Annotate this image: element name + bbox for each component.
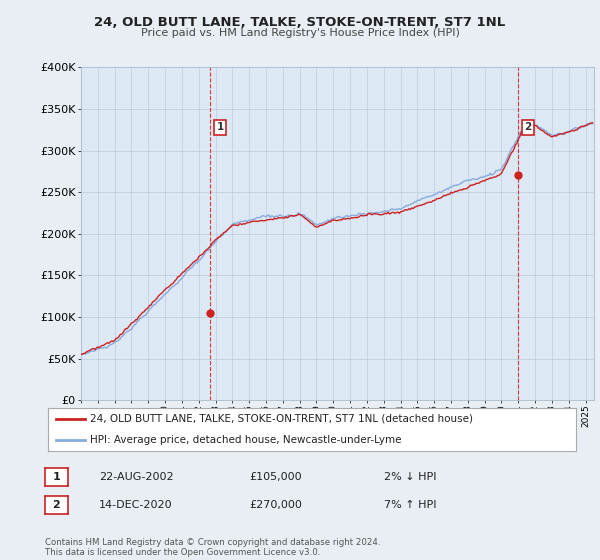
Text: 2: 2 xyxy=(524,122,532,132)
Text: 24, OLD BUTT LANE, TALKE, STOKE-ON-TRENT, ST7 1NL: 24, OLD BUTT LANE, TALKE, STOKE-ON-TRENT… xyxy=(94,16,506,29)
Text: 1: 1 xyxy=(217,122,224,132)
Text: £105,000: £105,000 xyxy=(249,472,302,482)
Text: 1: 1 xyxy=(53,472,60,482)
Text: 14-DEC-2020: 14-DEC-2020 xyxy=(99,500,173,510)
Text: 2: 2 xyxy=(53,500,60,510)
Text: £270,000: £270,000 xyxy=(249,500,302,510)
Text: 24, OLD BUTT LANE, TALKE, STOKE-ON-TRENT, ST7 1NL (detached house): 24, OLD BUTT LANE, TALKE, STOKE-ON-TRENT… xyxy=(90,414,473,424)
Text: Contains HM Land Registry data © Crown copyright and database right 2024.
This d: Contains HM Land Registry data © Crown c… xyxy=(45,538,380,557)
Text: HPI: Average price, detached house, Newcastle-under-Lyme: HPI: Average price, detached house, Newc… xyxy=(90,435,402,445)
Text: 22-AUG-2002: 22-AUG-2002 xyxy=(99,472,173,482)
Text: 2% ↓ HPI: 2% ↓ HPI xyxy=(384,472,437,482)
Text: Price paid vs. HM Land Registry's House Price Index (HPI): Price paid vs. HM Land Registry's House … xyxy=(140,28,460,38)
Text: 7% ↑ HPI: 7% ↑ HPI xyxy=(384,500,437,510)
